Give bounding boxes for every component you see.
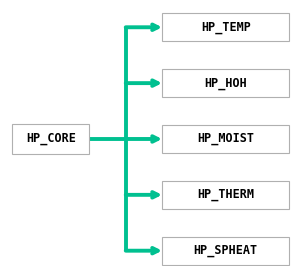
Text: HP_TEMP: HP_TEMP: [201, 21, 251, 34]
Text: HP_SPHEAT: HP_SPHEAT: [194, 244, 258, 257]
FancyBboxPatch shape: [162, 13, 289, 41]
FancyBboxPatch shape: [162, 181, 289, 209]
Text: HP_CORE: HP_CORE: [26, 132, 76, 146]
FancyBboxPatch shape: [162, 69, 289, 97]
Text: HP_THERM: HP_THERM: [197, 188, 254, 201]
FancyBboxPatch shape: [162, 237, 289, 265]
Text: HP_MOIST: HP_MOIST: [197, 132, 254, 146]
FancyBboxPatch shape: [162, 125, 289, 153]
FancyBboxPatch shape: [12, 124, 89, 154]
Text: HP_HOH: HP_HOH: [204, 77, 247, 90]
